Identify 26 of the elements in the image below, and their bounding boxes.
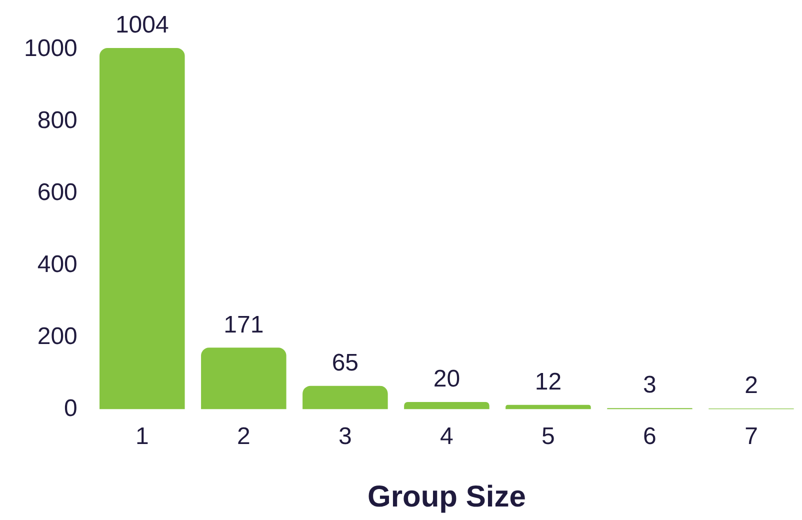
- bar: [201, 348, 286, 410]
- bar: [100, 48, 185, 410]
- x-tick-label: 1: [135, 423, 149, 450]
- x-tick-label: 7: [744, 423, 758, 450]
- x-tick-label: 3: [338, 423, 352, 450]
- x-tick-label: 2: [236, 423, 250, 450]
- y-tick-label: 0: [64, 394, 78, 422]
- data-label: 171: [224, 311, 264, 338]
- x-axis-title: Group Size: [368, 480, 526, 514]
- x-tick-label: 4: [440, 423, 454, 450]
- y-tick-label: 200: [37, 322, 78, 350]
- x-tick-label: 6: [643, 423, 656, 450]
- y-tick-label: 400: [37, 250, 78, 278]
- y-tick-label: 800: [37, 107, 78, 134]
- data-label: 2: [744, 372, 758, 400]
- data-label: 1004: [115, 12, 169, 39]
- data-label: 12: [534, 368, 562, 396]
- data-label: 20: [433, 366, 460, 393]
- data-label: 65: [332, 349, 359, 376]
- data-label: 3: [643, 372, 656, 399]
- bar: [404, 402, 490, 410]
- y-tick-label: 600: [37, 178, 78, 206]
- y-tick-label: 1000: [24, 35, 78, 62]
- x-tick-label: 5: [542, 423, 555, 450]
- bar: [506, 404, 591, 410]
- bar: [302, 386, 388, 410]
